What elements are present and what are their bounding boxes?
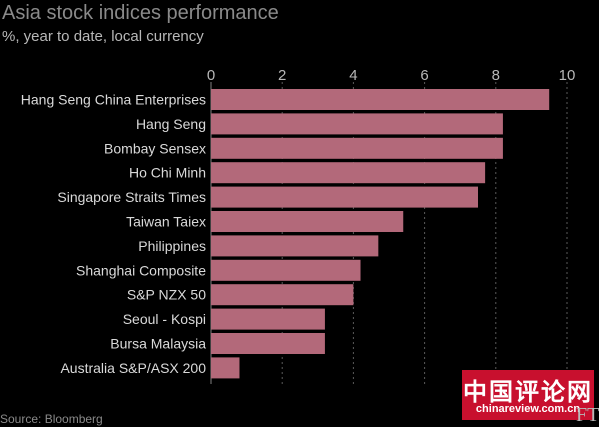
x-tick-label: 8 xyxy=(492,67,500,84)
category-label: Ho Chi Minh xyxy=(129,165,206,181)
bar xyxy=(211,162,486,184)
x-tick-label: 10 xyxy=(559,67,576,84)
category-label: Bursa Malaysia xyxy=(110,336,206,352)
x-tick-label: 4 xyxy=(349,67,357,84)
x-tick-label: 2 xyxy=(278,67,286,84)
category-label: Taiwan Taiex xyxy=(126,214,206,230)
bar xyxy=(211,186,478,208)
category-label: Philippines xyxy=(138,238,206,254)
bar xyxy=(211,308,325,330)
x-tick-label: 0 xyxy=(207,67,215,84)
bar xyxy=(211,137,503,159)
watermark-url: chinareview.com.cn xyxy=(475,403,581,415)
x-axis-ticks: 0 2 4 6 8 10 xyxy=(207,67,576,84)
bar xyxy=(211,211,404,232)
bar xyxy=(211,89,550,110)
bar xyxy=(211,333,325,354)
category-label: Hang Seng xyxy=(136,116,206,132)
chart-subtitle: %, year to date, local currency xyxy=(2,28,204,45)
bars xyxy=(211,89,550,379)
category-labels: Hang Seng China Enterprises Hang Seng Bomb… xyxy=(21,92,206,376)
category-label: Australia S&P/ASX 200 xyxy=(60,360,206,376)
ft-logo: FT xyxy=(576,404,599,426)
category-label: S&P NZX 50 xyxy=(127,287,206,303)
category-label: Seoul - Kospi xyxy=(123,311,206,327)
bar xyxy=(211,259,361,281)
category-label: Shanghai Composite xyxy=(76,262,206,278)
bar xyxy=(211,284,354,306)
watermark-logo: 中国评论网 chinareview.com.cn xyxy=(462,370,594,420)
watermark-text: 中国评论网 xyxy=(463,378,593,406)
x-tick-label: 6 xyxy=(420,67,428,84)
source-note: Source: Bloomberg xyxy=(0,412,103,426)
category-label: Singapore Straits Times xyxy=(57,189,206,205)
bar xyxy=(211,357,240,379)
chart-title: Asia stock indices performance xyxy=(2,2,279,24)
bar xyxy=(211,113,503,135)
bar xyxy=(211,235,379,257)
category-label: Hang Seng China Enterprises xyxy=(21,92,206,108)
category-label: Bombay Sensex xyxy=(104,140,206,156)
